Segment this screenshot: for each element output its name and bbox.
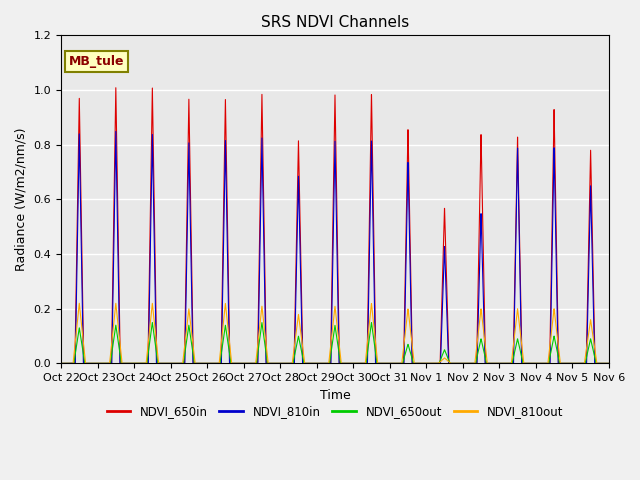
NDVI_650out: [148, 320, 156, 325]
NDVI_810in: [262, 360, 270, 366]
NDVI_810in: [488, 360, 496, 366]
Line: NDVI_650out: NDVI_650out: [61, 323, 609, 363]
Line: NDVI_810in: NDVI_810in: [61, 132, 609, 363]
NDVI_810in: [175, 360, 182, 366]
NDVI_650in: [411, 360, 419, 366]
NDVI_650out: [262, 351, 270, 357]
Bar: [61, 144, 609, 199]
Line: NDVI_810out: NDVI_810out: [61, 303, 609, 363]
NDVI_650out: [175, 360, 182, 366]
NDVI_810out: [169, 360, 177, 366]
NDVI_650in: [169, 360, 177, 366]
NDVI_650in: [605, 360, 612, 366]
NDVI_810out: [411, 360, 419, 366]
Text: MB_tule: MB_tule: [69, 55, 125, 68]
NDVI_810out: [488, 360, 496, 366]
NDVI_650in: [262, 353, 270, 359]
X-axis label: Time: Time: [319, 389, 350, 402]
NDVI_810out: [76, 300, 83, 306]
NDVI_810in: [605, 360, 612, 366]
NDVI_650in: [603, 360, 611, 366]
NDVI_810in: [169, 360, 177, 366]
NDVI_650in: [57, 360, 65, 366]
NDVI_650out: [169, 360, 177, 366]
NDVI_810in: [112, 129, 120, 134]
NDVI_810out: [57, 360, 65, 366]
NDVI_650in: [488, 360, 496, 366]
NDVI_810out: [603, 360, 611, 366]
Legend: NDVI_650in, NDVI_810in, NDVI_650out, NDVI_810out: NDVI_650in, NDVI_810in, NDVI_650out, NDV…: [102, 401, 568, 423]
NDVI_650out: [411, 360, 419, 366]
NDVI_810in: [411, 360, 419, 366]
Y-axis label: Radiance (W/m2/nm/s): Radiance (W/m2/nm/s): [15, 128, 28, 271]
Title: SRS NDVI Channels: SRS NDVI Channels: [261, 15, 409, 30]
NDVI_650in: [112, 85, 120, 91]
NDVI_650out: [605, 360, 612, 366]
Bar: [61, 199, 609, 254]
NDVI_650in: [175, 360, 182, 366]
Bar: [61, 36, 609, 90]
NDVI_650out: [603, 360, 611, 366]
NDVI_810out: [262, 343, 270, 348]
NDVI_650out: [488, 360, 496, 366]
NDVI_810out: [605, 360, 612, 366]
Bar: [61, 309, 609, 363]
Line: NDVI_650in: NDVI_650in: [61, 88, 609, 363]
Bar: [61, 90, 609, 144]
NDVI_650out: [57, 360, 65, 366]
NDVI_810in: [57, 360, 65, 366]
NDVI_810in: [603, 360, 611, 366]
Bar: [61, 254, 609, 309]
NDVI_810out: [175, 360, 182, 366]
